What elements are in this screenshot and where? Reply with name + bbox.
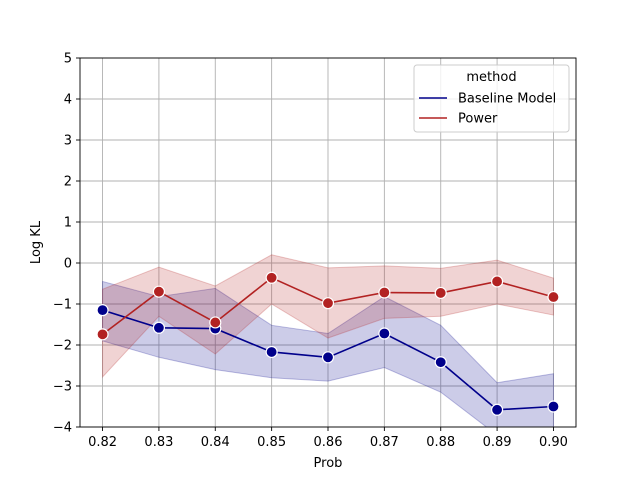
y-axis-ticks: −4 −3 −2 −1 0 1 2 3 4 5: [53, 52, 80, 436]
y-tick-label: 3: [64, 134, 72, 149]
baseline-model-point: [378, 327, 391, 340]
power-point: [490, 275, 504, 288]
power-point: [547, 290, 560, 304]
legend-box: [413, 64, 570, 133]
baseline-model-point: [490, 403, 504, 416]
series-markers: [96, 271, 560, 416]
y-tick-label: 4: [64, 93, 72, 108]
x-tick-label: 0.86: [314, 435, 343, 450]
y-axis-label: Log KL: [29, 220, 44, 264]
legend-label-power: Power: [458, 112, 498, 127]
power-point: [209, 316, 222, 329]
legend-label-baseline-model: Baseline Model: [458, 92, 556, 107]
power-point: [321, 297, 335, 310]
baseline-model-point: [547, 400, 560, 413]
x-tick-label: 0.90: [539, 435, 568, 450]
power-point: [265, 271, 278, 284]
x-axis-ticks: 0.82 0.83 0.84 0.85 0.86 0.87 0.88 0.89 0.90: [88, 427, 568, 450]
legend-items: Baseline Model Power: [419, 92, 556, 127]
baseline-model-point: [321, 351, 335, 364]
baseline-model-point: [265, 345, 278, 359]
legend: method Baseline Model Power: [413, 64, 570, 133]
x-tick-label: 0.85: [257, 435, 286, 450]
y-tick-label: 2: [64, 175, 72, 190]
x-tick-label: 0.84: [201, 435, 230, 450]
y-tick-label: 5: [64, 52, 72, 67]
x-tick-label: 0.87: [370, 435, 399, 450]
y-tick-label: −4: [53, 421, 72, 436]
y-tick-label: 1: [64, 216, 72, 231]
x-tick-label: 0.89: [483, 435, 512, 450]
legend-title: method: [466, 70, 516, 85]
x-tick-label: 0.88: [426, 435, 455, 450]
x-tick-label: 0.83: [144, 435, 173, 450]
baseline-model-point: [96, 304, 109, 317]
power-point: [152, 285, 166, 298]
y-tick-label: −1: [53, 298, 72, 313]
baseline-model-point: [152, 321, 166, 334]
power-point: [434, 286, 447, 300]
y-tick-label: −2: [53, 339, 72, 354]
y-tick-label: 0: [64, 257, 72, 272]
power-point: [96, 328, 109, 341]
power-point: [378, 286, 391, 299]
baseline-model-point: [434, 356, 447, 369]
y-tick-label: −3: [53, 380, 72, 395]
x-axis-label: Prob: [314, 456, 343, 471]
x-tick-label: 0.82: [88, 435, 117, 450]
power-band: [102, 254, 554, 379]
